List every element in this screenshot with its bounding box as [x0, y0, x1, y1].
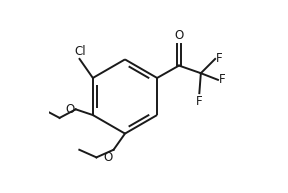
- Text: O: O: [65, 103, 74, 116]
- Text: F: F: [216, 52, 223, 65]
- Text: F: F: [196, 95, 203, 108]
- Text: O: O: [103, 151, 113, 163]
- Text: Cl: Cl: [75, 45, 86, 58]
- Text: O: O: [174, 29, 184, 42]
- Text: F: F: [219, 73, 226, 86]
